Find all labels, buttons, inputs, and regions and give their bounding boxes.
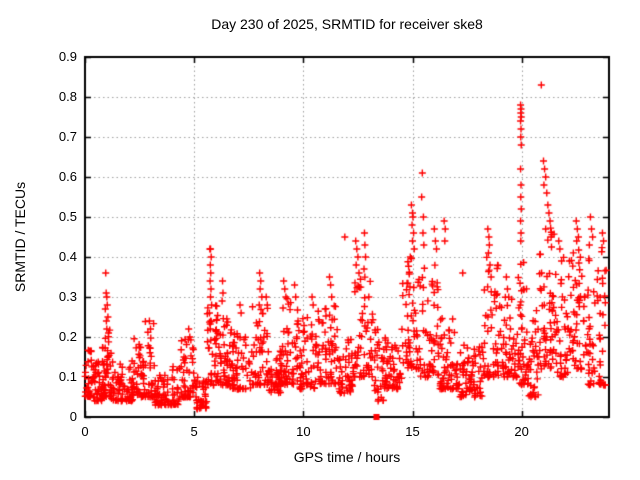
x-axis-label: GPS time / hours — [293, 449, 401, 465]
x-tick-label: 0 — [81, 424, 89, 439]
y-axis-label: SRMTID / TECUs — [12, 181, 28, 293]
y-tick-label: 0.7 — [58, 129, 77, 144]
y-tick-label: 0.8 — [58, 89, 77, 104]
y-tick-label: 0 — [69, 409, 77, 424]
y-tick-label: 0.1 — [58, 369, 77, 384]
x-tick-label: 15 — [405, 424, 420, 439]
y-tick-label: 0.3 — [58, 289, 77, 304]
x-tick-label: 5 — [190, 424, 198, 439]
x-tick-label: 10 — [296, 424, 311, 439]
x-tick-label: 20 — [514, 424, 529, 439]
y-tick-label: 0.6 — [58, 169, 77, 184]
y-tick-label: 0.9 — [58, 49, 77, 64]
y-tick-label: 0.4 — [58, 249, 77, 264]
y-tick-label: 0.5 — [58, 209, 77, 224]
chart-title: Day 230 of 2025, SRMTID for receiver ske… — [211, 16, 483, 32]
y-tick-label: 0.2 — [58, 329, 77, 344]
